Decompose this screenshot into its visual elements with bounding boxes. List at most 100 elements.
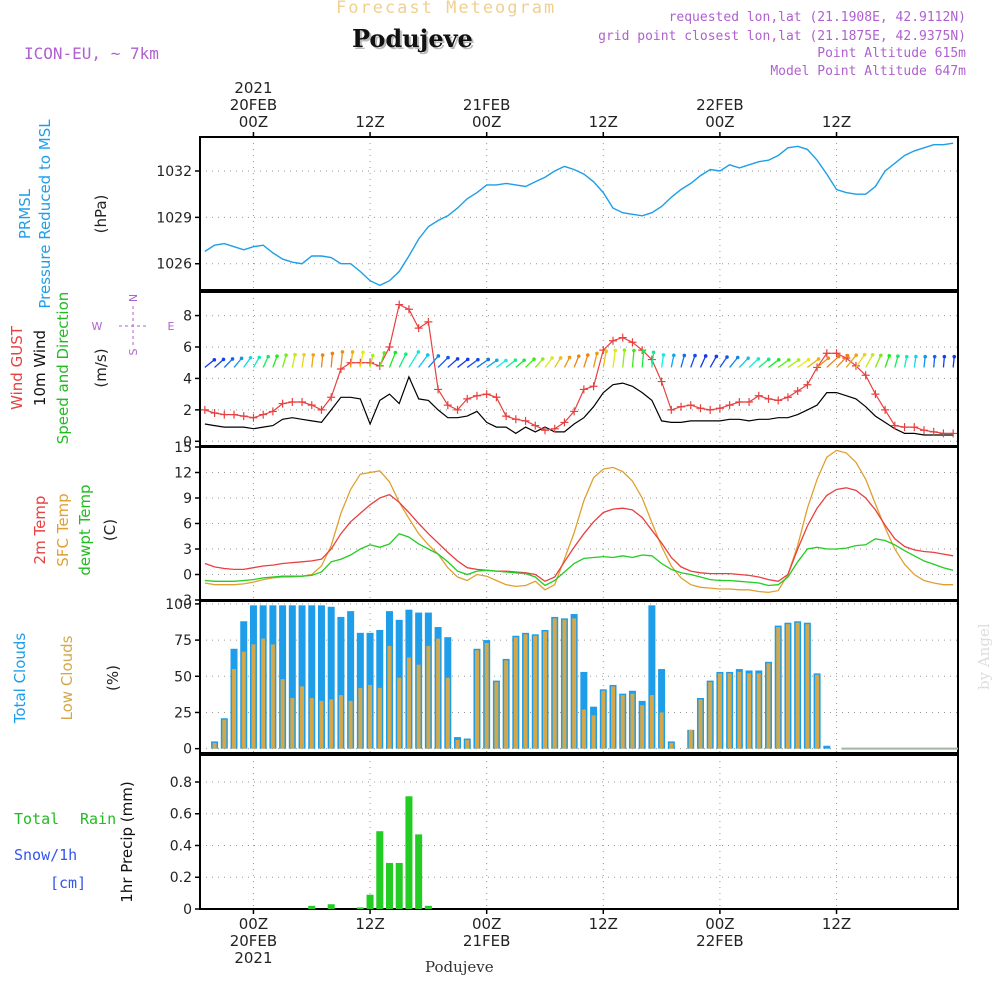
time-label-top: 00Z: [705, 113, 734, 131]
gust-marker: [618, 333, 627, 342]
low-cloud-bar: [649, 695, 654, 749]
low-cloud-bar: [465, 739, 470, 749]
panel-pressure: 1026 1029 1032: [156, 136, 959, 291]
y-tick-label: 12: [174, 466, 192, 482]
clouds-unit: (%): [104, 665, 122, 691]
temp-title-sfc: SFC Temp: [54, 493, 72, 566]
wind-arrow: [777, 359, 790, 368]
time-label-top: 2021: [234, 79, 272, 97]
gust-marker: [492, 393, 501, 402]
gust-marker: [813, 363, 822, 372]
model-label: ICON-EU, ~ 7km: [24, 44, 159, 63]
gust-marker: [385, 343, 394, 351]
gust-marker: [502, 412, 511, 421]
y-tick-label: 50: [174, 669, 192, 685]
low-cloud-bar: [290, 697, 295, 749]
wind-arrow: [738, 357, 749, 368]
wind-arrow-head: [558, 356, 563, 360]
wind-arrow: [660, 354, 665, 368]
wind-arrow-head: [904, 354, 909, 359]
wind-arrow: [641, 351, 645, 368]
wind-arrow: [680, 355, 685, 368]
gust-marker: [482, 390, 491, 399]
gust-marker: [550, 424, 559, 433]
y-tick-label: 0.4: [170, 838, 192, 854]
wind-arrow-head: [756, 357, 761, 361]
wind-arrow: [836, 355, 849, 368]
wind-arrow: [768, 359, 780, 368]
wind-arrow: [729, 357, 739, 368]
gust-marker: [453, 405, 462, 414]
wind-arrow: [398, 353, 407, 368]
gust-marker: [910, 423, 919, 432]
gust-marker: [900, 423, 909, 432]
wind-arrow: [699, 355, 707, 368]
low-cloud-bar: [426, 645, 431, 749]
wind-arrow: [592, 353, 598, 368]
wind-arrow: [427, 355, 439, 368]
gust-marker: [570, 407, 579, 416]
low-cloud-bar: [232, 669, 237, 749]
low-cloud-bar: [513, 637, 518, 749]
low-cloud-bar: [251, 644, 256, 749]
wind-arrow-head: [476, 357, 480, 362]
low-cloud-bar: [659, 712, 664, 749]
wind-arrow-head: [495, 358, 499, 363]
time-label-top: 00Z: [472, 113, 501, 131]
low-cloud-bar: [581, 709, 586, 749]
time-label-bottom: 21FEB: [463, 932, 510, 950]
wind-arrow: [816, 357, 829, 368]
wind-arrow-head: [826, 356, 831, 360]
gust-marker: [579, 385, 588, 394]
wind-arrow-head: [284, 353, 288, 357]
total-cloud-bar: [327, 606, 335, 749]
gust-marker: [677, 402, 686, 411]
gust-marker: [939, 429, 948, 438]
low-cloud-bar: [270, 644, 275, 749]
wind-arrow-head: [393, 350, 398, 355]
wind-arrow-head: [239, 356, 244, 361]
wind-arrow-head: [567, 355, 572, 360]
wind-arrow: [214, 358, 224, 368]
low-cloud-bar: [611, 686, 616, 749]
low-cloud-bar: [795, 622, 800, 749]
wind-arrow: [534, 358, 544, 368]
low-cloud-bar: [669, 742, 674, 749]
y-tick-label: 1026: [156, 257, 192, 273]
precip-snow-label: Snow/1h: [14, 846, 77, 864]
gust-marker: [890, 421, 899, 430]
precip-unit: 1hr Precip (mm): [118, 781, 136, 902]
gust-marker: [472, 391, 481, 400]
gust-marker: [783, 393, 792, 402]
wind-arrow-head: [641, 349, 646, 354]
gust-marker: [521, 416, 530, 425]
y-tick-label: 0: [183, 568, 192, 584]
forecast-label: Forecast Meteogram: [336, 0, 557, 18]
wind-arrow-head: [651, 350, 656, 355]
model-altitude: Model Point Altitude 647m: [770, 64, 966, 79]
wind-arrow-head: [532, 357, 536, 361]
wind-arrow-head: [266, 354, 270, 359]
wind-arrow-head: [595, 351, 599, 356]
wind-arrow: [884, 355, 890, 368]
wind-arrow: [622, 350, 626, 368]
gust-marker: [220, 410, 229, 419]
wind-arrow: [476, 358, 489, 368]
gust-marker: [511, 415, 520, 424]
time-label-bottom: 00Z: [239, 915, 268, 933]
time-label-bottom: 12Z: [822, 915, 851, 933]
wind-arrow: [797, 359, 809, 368]
wind-arrow: [913, 356, 917, 368]
wind-arrow: [942, 356, 946, 368]
wind-arrow: [826, 355, 840, 368]
wind-arrow-head: [212, 357, 217, 362]
low-cloud-bar: [358, 687, 363, 749]
wind-arrow-head: [887, 353, 892, 358]
panel-frame: [199, 136, 959, 291]
gust-marker: [861, 371, 870, 380]
wind-arrow-head: [522, 358, 526, 363]
low-cloud-bar: [815, 674, 820, 749]
gust-marker: [609, 336, 618, 345]
y-tick-label: 0: [183, 902, 192, 918]
precip-snow-unit: [cm]: [50, 874, 86, 892]
